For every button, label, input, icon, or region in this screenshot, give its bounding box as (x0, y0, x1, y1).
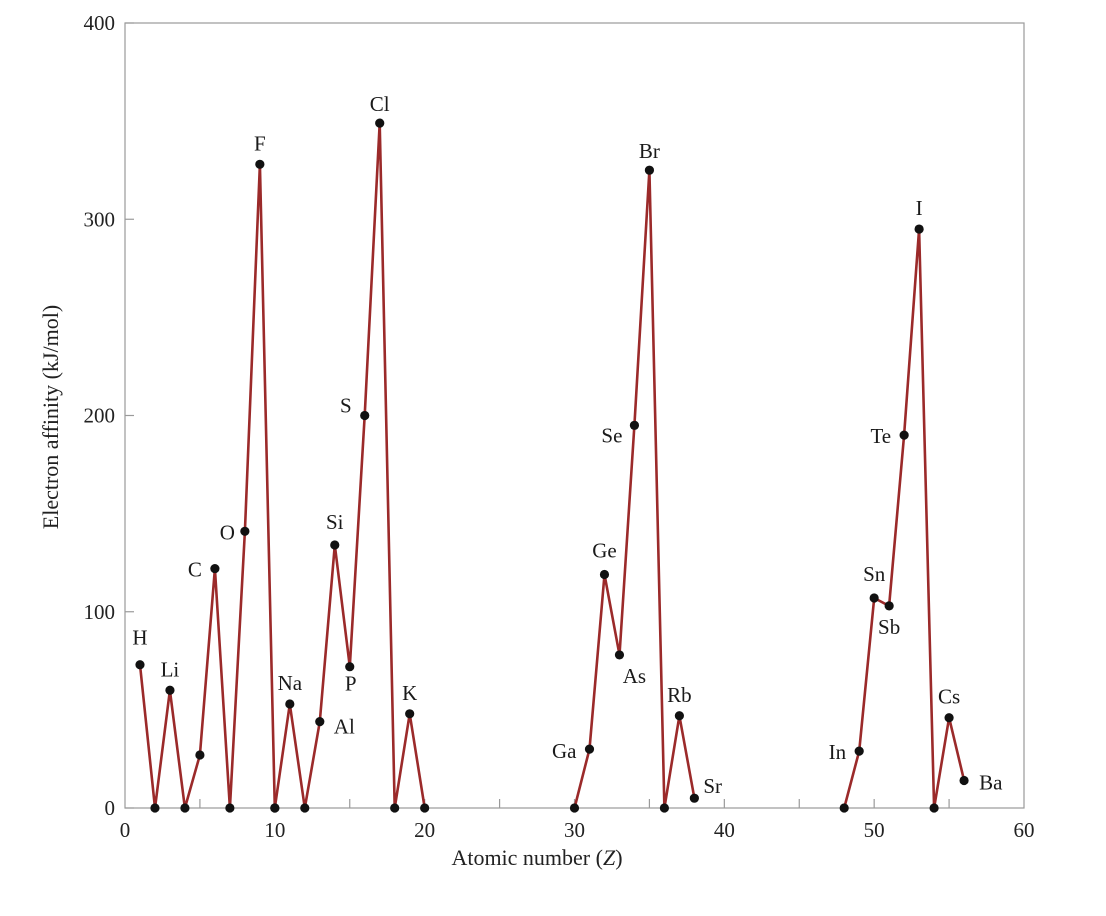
data-point (584, 744, 595, 754)
element-label: Ge (592, 538, 617, 562)
data-point (420, 803, 430, 813)
element-label: Sn (863, 562, 886, 586)
element-label: Rb (667, 683, 692, 707)
data-point (195, 750, 205, 760)
x-tick-label: 60 (1014, 818, 1035, 842)
data-point (659, 803, 670, 813)
element-label: Cs (938, 685, 960, 709)
x-tick-label: 30 (564, 818, 585, 842)
y-tick-label: 200 (84, 404, 116, 428)
data-point (689, 793, 699, 803)
y-tick-label: 0 (105, 796, 116, 820)
data-point (165, 685, 175, 695)
x-axis-title: Atomic number (Z) (451, 845, 622, 870)
data-point (914, 224, 924, 234)
x-tick-label: 50 (864, 818, 885, 842)
x-tick-label: 10 (264, 818, 285, 842)
data-point (135, 660, 145, 670)
data-point (929, 803, 939, 813)
data-point (270, 803, 280, 813)
element-label: Na (278, 671, 303, 695)
element-label: C (188, 558, 202, 582)
element-labels: H Li CO F Na Al Si P S Cl K Ga Ge As Se Br Rb Sr In Sn Sb Te I… (132, 92, 1003, 798)
data-point (839, 803, 849, 813)
x-tick-label: 0 (120, 818, 131, 842)
y-tick-label: 300 (84, 207, 116, 231)
element-label: Al (334, 715, 355, 739)
data-point (944, 713, 954, 723)
element-label: Cl (370, 92, 390, 116)
element-label: P (345, 672, 357, 696)
element-label: F (254, 131, 266, 155)
data-point (644, 165, 655, 175)
element-label: In (829, 740, 847, 764)
element-label: Sb (878, 615, 900, 639)
element-label: H (132, 626, 147, 650)
data-point (899, 430, 909, 440)
data-point (629, 420, 640, 430)
data-point (854, 746, 864, 756)
data-point (315, 717, 325, 727)
element-label: Li (161, 657, 180, 681)
element-label: As (623, 664, 646, 688)
data-point (240, 526, 250, 536)
y-tick-label: 100 (84, 600, 116, 624)
data-point (300, 803, 310, 813)
element-label: Te (870, 424, 891, 448)
axis-tick-labels: 0 10 20 30 40 50 60 0 100 200 300 400 (84, 11, 1035, 842)
element-label: S (340, 394, 352, 418)
data-point (360, 410, 370, 421)
data-point (150, 803, 160, 813)
element-label: I (916, 196, 923, 220)
data-point (599, 569, 610, 580)
data-point (614, 650, 625, 660)
data-point (869, 593, 879, 603)
element-label: Br (639, 139, 660, 163)
series-line (138, 164, 277, 809)
data-markers (135, 118, 969, 813)
data-point (405, 709, 415, 719)
element-label: O (220, 520, 235, 544)
element-label: Sr (703, 774, 722, 798)
data-point (285, 699, 295, 709)
data-point (345, 662, 355, 672)
element-label: Se (601, 423, 622, 447)
data-point (210, 563, 220, 574)
x-tick-label: 20 (414, 818, 435, 842)
data-point (674, 711, 684, 721)
series-line (273, 123, 426, 809)
series-lines (138, 123, 966, 809)
element-label: Ba (979, 771, 1003, 795)
data-point (959, 775, 969, 786)
y-tick-label: 400 (84, 11, 116, 35)
element-label: Ga (552, 739, 577, 763)
data-point (569, 803, 580, 813)
data-point (330, 540, 340, 550)
data-point (390, 803, 400, 813)
element-label: K (402, 681, 417, 705)
data-point (180, 803, 190, 813)
element-label: Si (326, 510, 344, 534)
data-point (255, 159, 265, 169)
data-point (375, 118, 385, 128)
data-point (884, 601, 894, 611)
y-axis-title: Electron affinity (kJ/mol) (38, 305, 63, 529)
x-tick-label: 40 (714, 818, 735, 842)
data-point (225, 803, 235, 813)
